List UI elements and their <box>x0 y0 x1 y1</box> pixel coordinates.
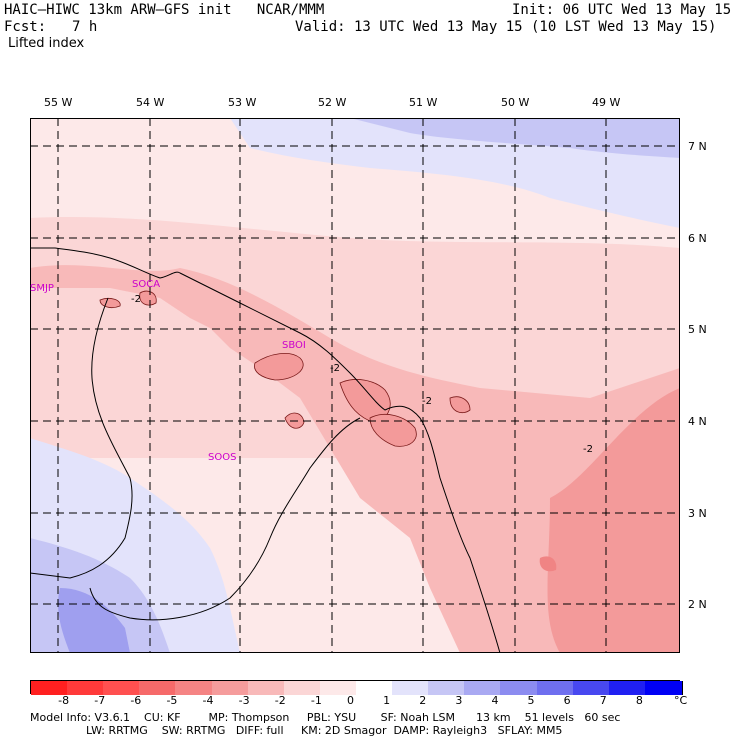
graticule <box>30 118 680 653</box>
colorbar-segment <box>67 681 106 695</box>
colorbar-tick-label: -3 <box>238 694 250 707</box>
colorbar-segment <box>464 681 503 695</box>
warm-cell <box>449 396 471 414</box>
lat-label: 2 N <box>688 598 707 611</box>
colorbar-segment <box>500 681 539 695</box>
warm-cell <box>539 556 557 572</box>
model-title: HAIC–HIWC 13km ARW–GFS init NCAR/MMM <box>4 2 325 18</box>
colorbar-segment <box>319 681 358 695</box>
warm-cell <box>254 353 304 381</box>
lat-label: 6 N <box>688 232 707 245</box>
colorbar-tick-label: 3 <box>455 694 463 707</box>
border-french-guiana <box>89 417 361 621</box>
colorbar-tick-label: 6 <box>563 694 571 707</box>
colorbar-tick-label: -8 <box>58 694 70 707</box>
colorbar-tick-label: -6 <box>130 694 142 707</box>
colorbar-tick-label: 4 <box>491 694 499 707</box>
lat-label: 5 N <box>688 323 707 336</box>
lon-label: 54 W <box>136 96 165 109</box>
colorbar-segment <box>139 681 178 695</box>
lat-label: 7 N <box>688 140 707 153</box>
lat-label: 3 N <box>688 507 707 520</box>
map-canvas <box>30 118 680 653</box>
model-info-line1: Model Info: V3.6.1 CU: KF MP: Thompson P… <box>30 711 621 724</box>
colorbar-tick-label: 2 <box>419 694 427 707</box>
colorbar-segment <box>392 681 431 695</box>
map-frame <box>30 118 680 653</box>
colorbar-tick-label: 0 <box>347 694 354 707</box>
lon-label: 50 W <box>501 96 530 109</box>
lon-label: 51 W <box>409 96 438 109</box>
colorbar-segment <box>572 681 611 695</box>
colorbar-segment <box>31 681 69 695</box>
colorbar-tick-label: -4 <box>202 694 214 707</box>
colorbar-tick-label: 8 <box>635 694 643 707</box>
strong-warm-region <box>547 388 680 653</box>
colorbar-tick-label: 1 <box>383 694 391 707</box>
colorbar-segment <box>644 681 683 695</box>
field-name: Lifted index <box>8 36 85 51</box>
station-label: SOCA <box>132 279 161 290</box>
init-time: Init: 06 UTC Wed 13 May 15 <box>512 2 732 18</box>
lon-label: 49 W <box>592 96 621 109</box>
forecast-hour: 7 h <box>72 19 98 35</box>
warm-cell <box>139 290 157 306</box>
lifted-index-map: SMJP SOCA SBOI SOOS -2 -2 -2 -2 <box>30 118 680 653</box>
colorbar-tick-label: -1 <box>310 694 322 707</box>
valid-time: Valid: 13 UTC Wed 13 May 15 (10 LST Wed … <box>295 19 717 35</box>
forecast-label: Fcst: <box>4 19 47 35</box>
station-label: SMJP <box>30 283 54 294</box>
contour-label: -2 <box>330 363 340 374</box>
lon-label: 52 W <box>318 96 347 109</box>
lon-label: 53 W <box>228 96 257 109</box>
colorbar-tick-label: -7 <box>94 694 106 707</box>
colorbar-segment <box>103 681 142 695</box>
station-label: SOOS <box>208 452 237 463</box>
colorbar-tick-label: -5 <box>166 694 178 707</box>
warm-cell <box>339 379 391 424</box>
warm-region <box>30 265 680 653</box>
model-info-line2: LW: RRTMG SW: RRTMG DIFF: full KM: 2D Sm… <box>30 724 563 737</box>
station-label: SBOI <box>282 340 306 351</box>
colorbar-tick-label: 7 <box>599 694 607 707</box>
colorbar-segment <box>247 681 286 695</box>
colorbar-segment <box>283 681 322 695</box>
colorbar-tick-label: 5 <box>527 694 535 707</box>
colorbar-segment <box>211 681 250 695</box>
colorbar-segment <box>536 681 575 695</box>
contour-label: -2 <box>131 294 141 305</box>
lon-label: 55 W <box>44 96 73 109</box>
colorbar-unit: °C <box>674 694 688 707</box>
colorbar <box>30 680 683 695</box>
warm-cell <box>369 414 417 447</box>
colorbar-segment <box>356 681 394 695</box>
contour-label: -2 <box>583 444 593 455</box>
colorbar-segment <box>428 681 467 695</box>
border-suriname <box>30 297 133 579</box>
colorbar-tick-label: -2 <box>274 694 286 707</box>
contour-label: -2 <box>422 396 432 407</box>
colorbar-segment <box>608 681 647 695</box>
colorbar-segment <box>175 681 214 695</box>
lat-label: 4 N <box>688 415 707 428</box>
